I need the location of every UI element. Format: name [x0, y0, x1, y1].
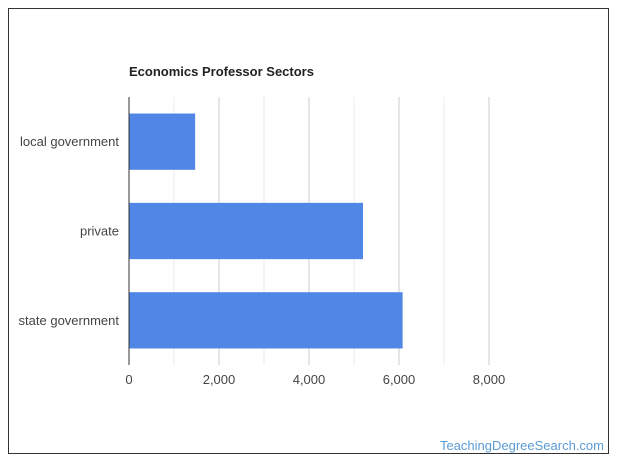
bar[interactable]: [129, 292, 403, 349]
x-tick-label: 6,000: [383, 372, 416, 387]
bars: [129, 113, 403, 349]
chart-title: Economics Professor Sectors: [129, 64, 314, 79]
category-label: private: [80, 224, 119, 239]
bar[interactable]: [129, 202, 363, 260]
x-tick-label: 2,000: [203, 372, 236, 387]
bar[interactable]: [129, 113, 196, 170]
x-tick-labels: 0 2,000 4,000 6,000 8,000: [125, 372, 505, 387]
x-tick-label: 4,000: [293, 372, 326, 387]
category-label: state government: [19, 313, 120, 328]
x-tick-label: 8,000: [473, 372, 506, 387]
category-label: local government: [20, 134, 119, 149]
watermark[interactable]: TeachingDegreeSearch.com: [439, 438, 604, 453]
category-labels: local government private state government: [19, 134, 120, 328]
x-tick-label: 0: [125, 372, 132, 387]
